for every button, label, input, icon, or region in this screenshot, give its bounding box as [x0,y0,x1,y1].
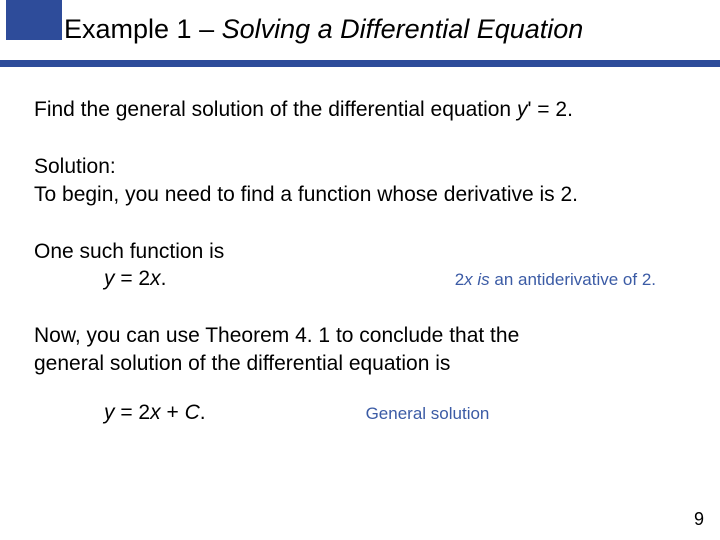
eq2-x: x [150,401,161,424]
eq2-C: C [185,401,200,424]
content-region: Find the general solution of the differe… [0,70,720,426]
ann1-b: is [477,270,494,289]
now-line-a: Now, you can use Theorem 4. 1 to conclud… [34,322,686,349]
solution-line1: To begin, you need to find a function wh… [34,181,686,208]
solution-intro: Solution: To begin, you need to find a f… [34,153,686,208]
problem-var-y: y [517,98,528,121]
title-prefix: Example 1 – [64,14,222,44]
eq1-mid: = 2 [115,267,151,290]
one-such-block: One such function is y = 2x. 2x is an an… [34,238,686,293]
problem-text-a: Find the general solution of the differe… [34,98,517,121]
page-number: 9 [694,509,704,530]
problem-text-b: = 2. [531,98,572,121]
equation-1: y = 2x. [34,265,166,292]
eq1-x: x [150,267,161,290]
now-line-b: general solution of the differential equ… [34,350,686,377]
eq1-y: y [104,267,115,290]
solution-label: Solution: [34,153,686,180]
eq2-plus: + [161,401,185,424]
ann1-a: 2 [455,270,464,289]
annotation-1: 2x is an antiderivative of 2. [455,269,686,291]
problem-statement: Find the general solution of the differe… [34,96,686,123]
title-emphasis: Solving a Differential Equation [222,14,584,44]
ann1-x: x [464,270,477,289]
title-underline [0,60,720,67]
annotation-2: General solution [366,403,490,425]
now-block: Now, you can use Theorem 4. 1 to conclud… [34,322,686,377]
title-accent-box [6,0,62,40]
page-title: Example 1 – Solving a Differential Equat… [64,14,583,45]
eq2-y: y [104,401,115,424]
eq1-end: . [161,267,167,290]
ann1-c: an antiderivative of 2. [494,270,656,289]
eq2-mid: = 2 [115,401,151,424]
title-header: Example 1 – Solving a Differential Equat… [0,0,720,70]
one-such-text: One such function is [34,238,686,265]
equation-2-row: y = 2x + C. General solution [34,399,686,426]
equation-1-row: y = 2x. 2x is an antiderivative of 2. [34,265,686,292]
equation-2: y = 2x + C. [34,399,206,426]
eq2-dot: . [200,401,206,424]
